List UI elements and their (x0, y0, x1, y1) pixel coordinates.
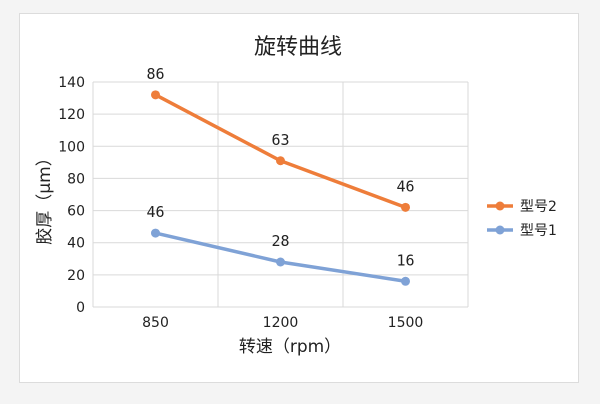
legend-item: 型号2 (487, 199, 557, 215)
legend-item: 型号1 (487, 223, 557, 239)
x-axis-ticks: 850 1200 1500 (142, 315, 423, 331)
data-label: 46 (146, 203, 164, 221)
legend-marker (495, 225, 505, 235)
y-tick-label: 60 (67, 204, 85, 220)
data-point (151, 228, 160, 238)
series-1: 86 63 46 (146, 65, 415, 212)
y-tick-label: 80 (67, 171, 85, 187)
series-layer: 86 63 46 46 28 16 (146, 65, 415, 286)
chart-title: 旋转曲线 (254, 35, 342, 60)
data-label: 46 (396, 177, 414, 195)
y-tick-label: 40 (67, 236, 85, 252)
data-label: 86 (146, 65, 164, 83)
y-tick-label: 140 (58, 75, 85, 91)
data-point (276, 257, 285, 267)
legend-label: 型号2 (520, 199, 557, 215)
legend-label: 型号1 (520, 223, 557, 239)
legend: 型号2 型号1 (487, 199, 557, 239)
y-tick-label: 100 (58, 139, 85, 155)
legend-marker (495, 201, 505, 211)
data-point (401, 276, 410, 286)
x-tick-label: 1200 (263, 315, 299, 331)
grid-lines (92, 81, 469, 308)
data-point (401, 202, 410, 212)
y-axis-ticks: 0 20 40 60 80 100 120 140 (58, 75, 85, 316)
data-point (276, 156, 285, 166)
data-label: 16 (396, 251, 414, 269)
series-line (154, 93, 407, 209)
chart-frame (19, 13, 579, 383)
x-tick-label: 1500 (388, 315, 424, 331)
y-axis-title: 胶厚（μm） (35, 149, 55, 244)
data-point (151, 90, 160, 100)
series-2: 46 28 16 (146, 203, 415, 286)
x-axis-title: 转速（rpm） (239, 337, 341, 357)
data-label: 63 (271, 131, 289, 149)
y-tick-label: 20 (67, 268, 85, 284)
y-tick-label: 120 (58, 107, 85, 123)
y-tick-label: 0 (76, 300, 85, 316)
data-label: 28 (271, 232, 289, 250)
x-tick-label: 850 (142, 315, 169, 331)
